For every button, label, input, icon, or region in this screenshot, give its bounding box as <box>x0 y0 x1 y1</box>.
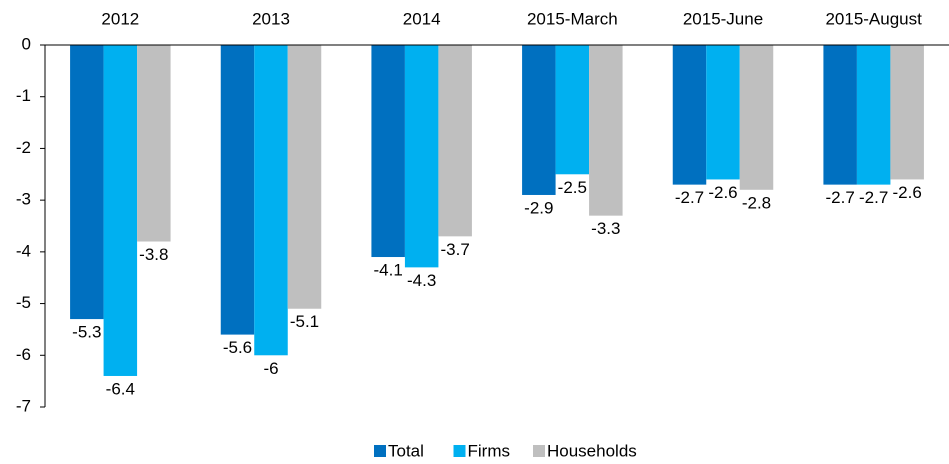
bar <box>371 45 405 258</box>
data-label: -2.8 <box>742 193 771 212</box>
bar <box>890 45 924 180</box>
data-label: -2.7 <box>675 188 704 207</box>
bar <box>103 45 138 376</box>
legend-label: Households <box>547 441 637 460</box>
bar <box>70 45 104 320</box>
bar <box>137 45 171 242</box>
bar <box>823 45 857 185</box>
bar <box>404 45 439 268</box>
data-label: -3.7 <box>441 240 470 259</box>
y-tick-label: -4 <box>16 241 31 260</box>
bar <box>254 45 288 356</box>
data-label: -6 <box>263 359 278 378</box>
legend-swatch <box>374 445 386 457</box>
y-tick-label: -7 <box>16 396 31 415</box>
x-tick-label: 2015-August <box>825 9 922 28</box>
data-label: -3.3 <box>591 219 620 238</box>
x-tick-label: 2014 <box>403 9 441 28</box>
data-label: -4.3 <box>407 271 436 290</box>
y-tick-label: -1 <box>16 86 31 105</box>
legend-label: Firms <box>468 441 510 460</box>
bar <box>555 45 590 175</box>
y-tick-label: -5 <box>16 293 31 312</box>
bar <box>672 45 707 185</box>
y-tick-label: -2 <box>16 138 31 157</box>
data-label: -2.6 <box>708 183 737 202</box>
data-label: -2.5 <box>558 178 587 197</box>
data-label: -2.6 <box>893 183 922 202</box>
bar <box>856 45 891 185</box>
data-label: -2.7 <box>826 188 855 207</box>
data-label: -6.4 <box>106 379 135 398</box>
data-label: -3.8 <box>139 245 168 264</box>
bar <box>706 45 740 180</box>
bar <box>220 45 255 335</box>
x-tick-label: 2012 <box>101 9 139 28</box>
bar <box>589 45 623 216</box>
bar <box>438 45 472 237</box>
x-tick-label: 2015-March <box>527 9 618 28</box>
data-label: -5.3 <box>72 323 101 342</box>
bar <box>522 45 556 195</box>
x-tick-label: 2013 <box>252 9 290 28</box>
y-tick-label: -6 <box>16 345 31 364</box>
y-tick-label: 0 <box>22 34 31 53</box>
data-label: -2.9 <box>524 198 553 217</box>
data-label: -5.1 <box>290 312 319 331</box>
bar <box>287 45 322 309</box>
legend-swatch <box>533 445 545 457</box>
y-tick-label: -3 <box>16 190 31 209</box>
bar <box>739 45 774 190</box>
legend-label: Total <box>388 441 424 460</box>
data-label: -2.7 <box>859 188 888 207</box>
data-label: -5.6 <box>223 338 252 357</box>
data-label: -4.1 <box>374 261 403 280</box>
legend-swatch <box>453 445 466 457</box>
x-tick-label: 2015-June <box>683 9 763 28</box>
